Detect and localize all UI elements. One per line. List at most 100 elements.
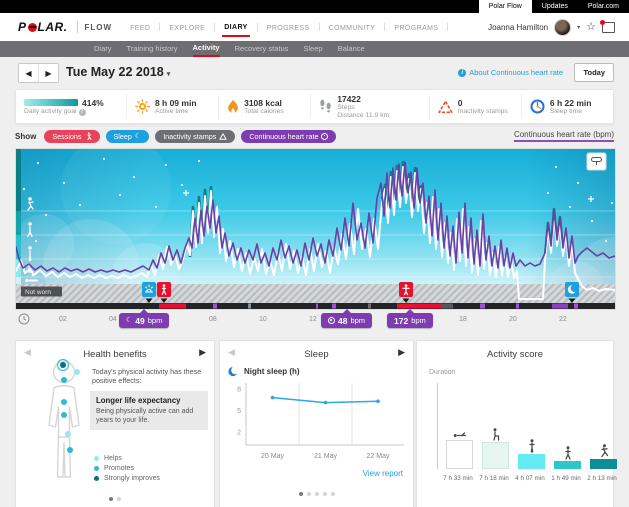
view-report-link[interactable]: View report bbox=[362, 469, 403, 478]
panel-next-arrow[interactable]: ▶ bbox=[398, 347, 405, 357]
nav-feed[interactable]: FEED bbox=[130, 24, 151, 32]
moon-icon bbox=[228, 366, 239, 377]
svg-text:5: 5 bbox=[237, 408, 241, 415]
subnav-sleep[interactable]: Sleep bbox=[303, 44, 323, 53]
filter-sessions[interactable]: Sessions bbox=[44, 129, 100, 143]
day-min-hr-badge: 48 bpm bbox=[321, 309, 373, 328]
date-arrows: ◀ ▶ bbox=[18, 63, 59, 83]
subnav-balance[interactable]: Balance bbox=[337, 44, 365, 53]
bar-label: 7 h 33 min bbox=[443, 475, 473, 482]
legend-row: Promotes bbox=[94, 465, 160, 472]
badge-unit: bpm bbox=[350, 316, 366, 325]
subnav-activity[interactable]: Activity bbox=[192, 41, 220, 57]
today-button[interactable]: Today bbox=[574, 63, 614, 82]
session-marker-sunrise[interactable] bbox=[142, 282, 156, 297]
nav-programs[interactable]: PROGRAMS bbox=[394, 24, 439, 32]
panel-prev-arrow[interactable]: ◀ bbox=[228, 347, 235, 357]
time-axis: 02 04 06 08 10 12 14 16 18 20 22 ☾ 49 bp… bbox=[15, 309, 614, 337]
user-name: Joanna Hamilton bbox=[488, 22, 549, 32]
panel-pager[interactable] bbox=[220, 492, 413, 496]
avatar[interactable] bbox=[554, 18, 572, 36]
session-marker-walk[interactable] bbox=[157, 282, 171, 297]
value-labels-toggle[interactable] bbox=[586, 152, 607, 171]
stat-calories: 3108 kcal Total calories bbox=[218, 94, 310, 119]
bar-label: 4 h 07 min bbox=[515, 475, 545, 482]
pager-dot[interactable] bbox=[298, 492, 303, 496]
show-label: Show bbox=[15, 131, 37, 141]
nav-separator bbox=[447, 23, 449, 31]
session-marker-training[interactable] bbox=[399, 282, 413, 297]
chart-canvas: Not worn bbox=[14, 134, 629, 317]
info-icon[interactable]: i bbox=[78, 108, 86, 116]
panel-next-arrow[interactable]: ▶ bbox=[199, 347, 206, 357]
current-date[interactable]: Tue May 22 2018 ▾ bbox=[66, 65, 170, 79]
pager-dot[interactable] bbox=[330, 492, 335, 496]
pager-dot[interactable] bbox=[314, 492, 319, 496]
nav-progress[interactable]: PROGRESS bbox=[266, 24, 310, 32]
inactivity-stamps-label: Inactivity stamps bbox=[163, 131, 217, 141]
about-chr-link[interactable]: i About Continuous heart rate bbox=[458, 68, 563, 77]
pager-dot[interactable] bbox=[117, 497, 121, 501]
continuous-hr-chart[interactable]: Not worn bbox=[14, 134, 629, 317]
lying-icon bbox=[453, 432, 466, 437]
walking-zone-icon bbox=[27, 222, 33, 238]
sleep-start-marker[interactable] bbox=[565, 282, 579, 297]
nav-separator bbox=[214, 23, 216, 31]
pager-dot[interactable] bbox=[109, 497, 113, 501]
sleep-metric-label: Night sleep (h) bbox=[244, 367, 300, 376]
toptab-updates[interactable]: Updates bbox=[541, 3, 568, 10]
nav-separator bbox=[159, 23, 161, 31]
hour-label: 20 bbox=[509, 316, 517, 323]
distance-label: Distance 11.9 km bbox=[337, 111, 390, 119]
prev-day-button[interactable]: ◀ bbox=[25, 68, 32, 78]
bar-label: 2 h 13 min bbox=[587, 475, 617, 482]
toptab-polar-flow[interactable]: Polar Flow bbox=[478, 0, 532, 13]
legend-label: Helps bbox=[104, 455, 122, 462]
heart-rate-line bbox=[15, 161, 616, 273]
marker-pointers-layer bbox=[145, 298, 576, 303]
main-nav: FEED EXPLORE DIARY PROGRESS COMMUNITY PR… bbox=[128, 18, 455, 37]
filter-inactivity-stamps[interactable]: Inactivity stamps bbox=[155, 129, 236, 143]
toptab-polar-com[interactable]: Polar.com bbox=[587, 3, 619, 10]
chevron-down-icon[interactable]: ▾ bbox=[577, 24, 581, 31]
sleep-metric-row: Night sleep (h) bbox=[228, 366, 300, 377]
calories-value: 3108 kcal bbox=[244, 97, 282, 108]
panel-prev-arrow[interactable]: ◀ bbox=[24, 347, 31, 357]
polar-logo[interactable]: P LAR. bbox=[18, 20, 68, 34]
favorites-star-icon[interactable]: ☆ bbox=[586, 20, 596, 33]
next-day-button[interactable]: ▶ bbox=[38, 64, 58, 82]
clock-icon bbox=[18, 313, 30, 325]
info-icon: i bbox=[458, 68, 467, 77]
hour-label: 18 bbox=[459, 316, 467, 323]
filter-sleep[interactable]: Sleep ☾ bbox=[105, 129, 150, 143]
hour-label: 10 bbox=[259, 316, 267, 323]
moon-icon: ☾ bbox=[126, 317, 133, 324]
subnav-recovery-status[interactable]: Recovery status bbox=[234, 44, 289, 53]
pager-dot[interactable] bbox=[306, 492, 311, 496]
nav-diary[interactable]: DIARY bbox=[222, 18, 250, 37]
pager-dot[interactable] bbox=[322, 492, 327, 496]
flow-wordmark: FLOW bbox=[84, 22, 113, 32]
sleep-xtick: 21 May bbox=[314, 453, 337, 460]
hour-label: 12 bbox=[309, 316, 317, 323]
sleep-xtick: 20 May bbox=[261, 453, 284, 460]
nav-community[interactable]: COMMUNITY bbox=[328, 24, 376, 32]
bar-sitting bbox=[482, 428, 509, 469]
subnav-diary[interactable]: Diary bbox=[94, 44, 112, 53]
chart-metric-selector[interactable]: Continuous heart rate (bpm) bbox=[513, 130, 614, 142]
timeline-bar bbox=[16, 303, 615, 309]
health-legend: Helps Promotes Strongly improves bbox=[94, 455, 160, 482]
filter-continuous-hr[interactable]: Continuous heart rate bbox=[241, 129, 337, 143]
sleep-min-hr-badge: ☾ 49 bpm bbox=[119, 309, 170, 328]
activity-score-chart bbox=[437, 383, 617, 469]
stars-layer bbox=[22, 157, 614, 243]
health-highlight-box: Longer life expectancy Being physically … bbox=[90, 391, 208, 430]
panel-pager[interactable] bbox=[16, 497, 214, 501]
notifications-icon[interactable] bbox=[600, 19, 615, 33]
panel-title: Sleep bbox=[304, 349, 329, 360]
main-header: P LAR. FLOW FEED EXPLORE DIARY PROGRESS C… bbox=[0, 13, 629, 41]
subnav-training-history[interactable]: Training history bbox=[126, 44, 178, 53]
nav-explore[interactable]: EXPLORE bbox=[169, 24, 206, 32]
promotes-dot bbox=[94, 466, 99, 471]
helps-dot bbox=[94, 456, 99, 461]
